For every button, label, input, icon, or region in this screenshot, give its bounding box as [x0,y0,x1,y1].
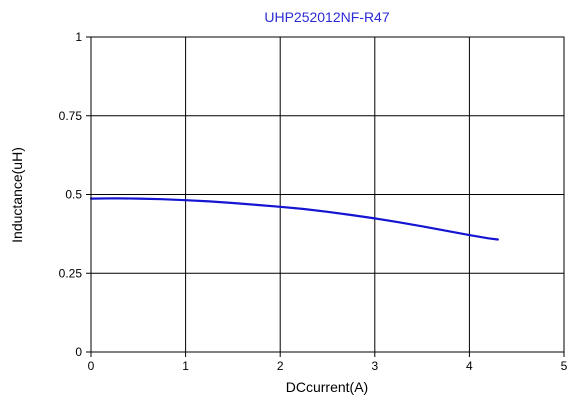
x-axis-title: DCcurrent(A) [286,379,368,395]
y-axis-title: Inductance(uH) [9,147,25,243]
x-tick-label: 1 [182,359,189,373]
x-tick-label: 5 [561,359,568,373]
y-tick-label: 1 [75,30,82,44]
x-tick-label: 4 [466,359,473,373]
y-tick-label: 0.25 [59,266,83,280]
plot-frame [90,36,565,353]
grid-lines [90,36,565,353]
series-line [89,197,499,241]
chart-title: UHP252012NF-R47 [264,9,389,25]
x-tick-label: 3 [371,359,378,373]
y-tick-label: 0.75 [59,109,83,123]
series-layer [89,197,499,241]
y-tick-label: 0 [75,345,82,359]
x-tick-label: 2 [277,359,284,373]
x-tick-label: 0 [88,359,95,373]
axis-ticks: 0 1 2 3 4 5 0 0.25 0.5 0.75 1 [59,30,568,373]
y-tick-label: 0.5 [65,188,82,202]
